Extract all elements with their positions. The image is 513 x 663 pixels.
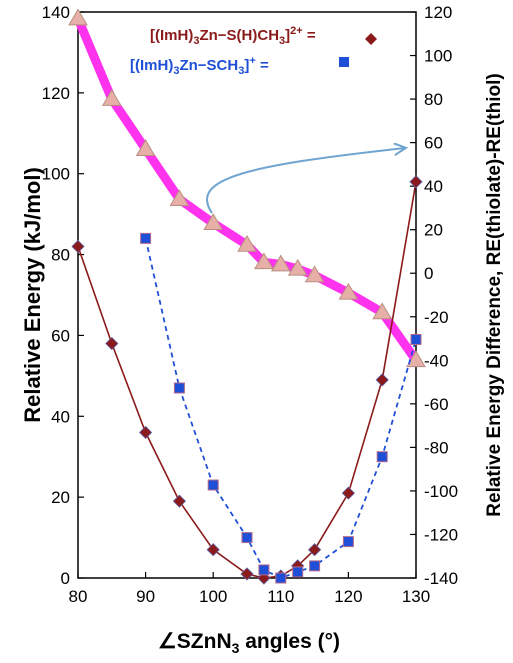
data-point-diamond [105, 336, 119, 351]
data-point-diamond [240, 567, 254, 581]
y-axis-title: Relative Energy (kJ/mol) [20, 167, 45, 423]
y2-tick-label: -20 [424, 308, 449, 327]
data-point-diamond [308, 543, 322, 557]
y2-tick-label: 60 [424, 134, 443, 153]
data-point-triangle [372, 302, 393, 320]
data-point-triangle [270, 254, 291, 272]
y2-tick-label: -40 [424, 351, 449, 370]
data-point-triangle [68, 8, 88, 26]
data-point-triangle [135, 139, 156, 156]
y-tick-label: 120 [42, 84, 70, 103]
data-point-diamond [375, 373, 389, 387]
annotation-arrow [206, 148, 405, 214]
data-point-triangle [338, 282, 359, 300]
x-tick-label: 80 [69, 587, 88, 606]
data-point-triangle [169, 189, 190, 207]
data-point-diamond [172, 494, 186, 508]
y2-tick-label: 100 [424, 47, 452, 66]
data-point-triangle [254, 252, 274, 270]
y2-tick-label: -60 [424, 395, 449, 414]
data-point-square [410, 333, 422, 345]
y2-tick-label: -140 [424, 569, 458, 588]
y-tick-label: 20 [51, 488, 70, 507]
y2-tick-label: -100 [424, 482, 458, 501]
y2-tick-label: -120 [424, 525, 458, 544]
data-point-triangle [287, 258, 308, 276]
y-tick-label: 60 [51, 326, 70, 345]
data-point-diamond [139, 425, 153, 440]
legend-marker-square [339, 57, 349, 67]
data-point-diamond [206, 543, 220, 557]
y2-tick-label: 20 [424, 221, 443, 240]
data-point-square [275, 572, 287, 584]
y2-tick-label: 120 [424, 3, 452, 22]
data-point-square [342, 536, 354, 548]
data-point-square [376, 451, 388, 463]
y-tick-label: 140 [42, 3, 70, 22]
y2-tick-label: 40 [424, 177, 443, 196]
data-point-triangle [406, 350, 426, 368]
data-point-triangle [101, 89, 122, 106]
data-point-square [241, 532, 253, 544]
data-point-square [173, 382, 185, 394]
y-tick-label: 40 [51, 407, 70, 426]
data-point-diamond [71, 239, 85, 254]
data-point-square [292, 566, 304, 578]
data-point-square [258, 564, 270, 576]
data-point-square [207, 479, 219, 491]
x-tick-label: 90 [136, 587, 155, 606]
legend-label-thiol: [(ImH)3Zn−S(H)CH3]2+ = [150, 25, 316, 47]
data-point-diamond [409, 175, 423, 189]
data-point-triangle [203, 213, 224, 230]
y2-tick-label: 0 [424, 264, 433, 283]
y-tick-label: 100 [42, 165, 70, 184]
data-point-triangle [304, 265, 325, 283]
series-line-square [144, 238, 417, 579]
x-tick-label: 110 [267, 587, 294, 606]
legend-marker-diamond [365, 33, 377, 45]
x-axis-title: ∠SZnN3 angles (°) [158, 630, 340, 656]
x-tick-label: 130 [402, 587, 430, 606]
y2-tick-label: -80 [424, 438, 449, 457]
data-point-square [140, 232, 152, 244]
x-tick-label: 120 [334, 587, 362, 606]
data-point-square [309, 560, 321, 572]
x-tick-label: 100 [199, 587, 227, 606]
y2-tick-label: 80 [424, 90, 443, 109]
data-point-diamond [341, 486, 355, 500]
y-tick-label: 80 [51, 246, 70, 265]
plot-frame [77, 11, 417, 579]
data-point-triangle [237, 234, 257, 252]
y-tick-label: 0 [61, 569, 70, 588]
y2-axis-title: Relative Energy Difference, RE(thiolate)… [484, 73, 505, 516]
legend-label-thiolate: [(ImH)3Zn−SCH3]+ = [130, 55, 269, 77]
